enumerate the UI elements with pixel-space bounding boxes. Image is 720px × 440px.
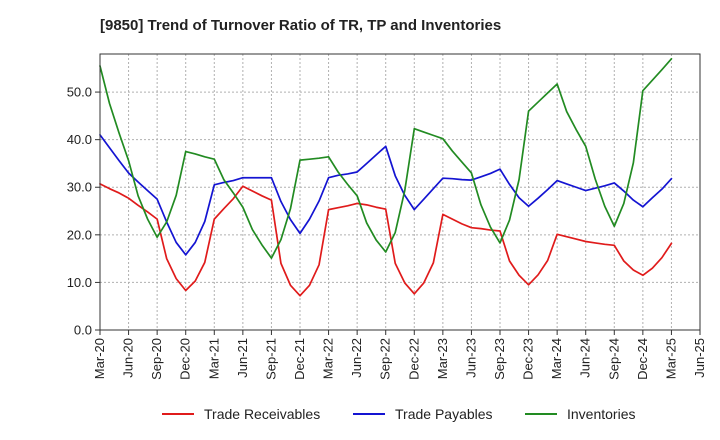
- x-tick-label: Dec-24: [635, 338, 650, 380]
- x-tick-label: Sep-23: [492, 338, 507, 380]
- y-tick-label: 20.0: [67, 227, 92, 242]
- x-tick-label: Mar-25: [663, 338, 678, 379]
- series-line-inventories: [99, 57, 673, 259]
- legend: Trade Receivables Trade Payables Inventori…: [162, 406, 635, 422]
- y-tick-label: 30.0: [67, 180, 92, 195]
- x-tick-label: Dec-22: [406, 338, 421, 380]
- legend-label-trade-payables: Trade Payables: [395, 406, 493, 422]
- series-line-trade-payables: [99, 134, 673, 256]
- legend-label-inventories: Inventories: [567, 406, 635, 422]
- y-axis: 0.0 10.0 20.0 30.0 40.0 50.0: [67, 85, 100, 338]
- x-tick-label: Sep-21: [263, 338, 278, 380]
- x-tick-label: Mar-23: [435, 338, 450, 379]
- x-axis: Mar-20 Jun-20 Sep-20 Dec-20 Mar-21 Jun-21 Sep-…: [92, 330, 707, 380]
- x-tick-label: Jun-20: [121, 338, 136, 378]
- x-tick-label: Mar-24: [549, 338, 564, 379]
- x-tick-label: Mar-22: [321, 338, 336, 379]
- x-tick-label: Jun-24: [578, 338, 593, 378]
- x-tick-label: Dec-23: [521, 338, 536, 380]
- x-tick-label: Mar-20: [92, 338, 107, 379]
- x-tick-label: Sep-24: [606, 338, 621, 380]
- chart-title: [9850] Trend of Turnover Ratio of TR, TP…: [100, 17, 501, 34]
- y-tick-label: 50.0: [67, 85, 92, 100]
- y-tick-label: 10.0: [67, 275, 92, 290]
- series-line-trade-receivables: [99, 183, 673, 297]
- x-tick-label: Jun-25: [692, 338, 707, 378]
- x-tick-label: Sep-20: [149, 338, 164, 380]
- x-tick-label: Mar-21: [206, 338, 221, 379]
- legend-label-trade-receivables: Trade Receivables: [204, 406, 320, 422]
- y-tick-label: 0.0: [74, 323, 92, 338]
- x-tick-label: Jun-22: [349, 338, 364, 378]
- plot-area-frame: [99, 53, 701, 331]
- x-tick-label: Dec-21: [292, 338, 307, 380]
- gridlines: [99, 54, 701, 331]
- series-lines: [99, 57, 673, 297]
- x-tick-label: Jun-23: [463, 338, 478, 378]
- x-tick-label: Sep-22: [378, 338, 393, 380]
- y-tick-label: 40.0: [67, 132, 92, 147]
- x-tick-label: Dec-20: [178, 338, 193, 380]
- x-tick-label: Jun-21: [235, 338, 250, 378]
